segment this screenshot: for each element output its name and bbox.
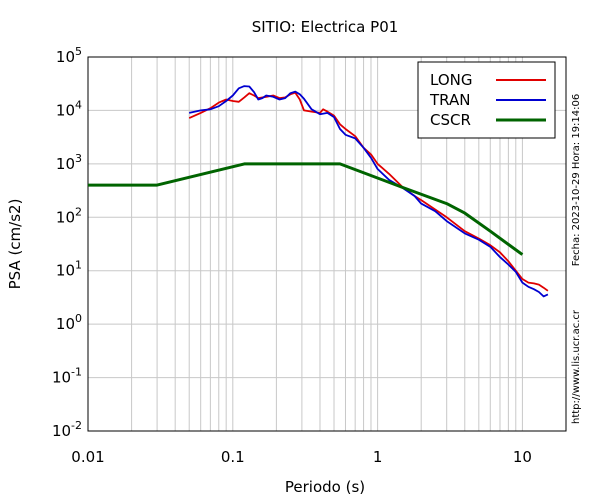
- source-url: http://www.lis.ucr.ac.cr: [571, 309, 582, 424]
- y-tick-label: 104: [56, 98, 82, 119]
- y-tick-label: 105: [56, 45, 82, 66]
- y-tick-label: 10-1: [52, 366, 82, 387]
- x-tick-label: 0.1: [221, 448, 245, 466]
- timestamp-label: Fecha: 2023-10-29 Hora: 19:14:06: [571, 94, 582, 267]
- series-layer: [88, 85, 549, 298]
- x-tick-labels: 0.01 0.1 1 10: [71, 448, 532, 466]
- x-tick-label: 0.01: [71, 448, 104, 466]
- series-line-tran: [189, 85, 549, 298]
- y-axis-label: PSA (cm/s2): [6, 199, 24, 290]
- legend-label-cscr: CSCR: [430, 111, 471, 129]
- legend-label-long: LONG: [430, 71, 472, 89]
- x-tick-label: 1: [373, 448, 383, 466]
- plot-frame: [87, 56, 567, 432]
- y-tick-label: 10-2: [52, 419, 82, 440]
- chart-title: SITIO: Electrica P01: [252, 18, 399, 36]
- x-axis-label: Periodo (s): [285, 478, 365, 496]
- series-line-long: [188, 91, 549, 292]
- y-tick-label: 101: [56, 259, 82, 280]
- legend: LONG TRAN CSCR: [417, 61, 556, 139]
- y-tick-label: 102: [56, 205, 82, 226]
- y-tick-label: 100: [56, 312, 82, 333]
- series-line-cscr: [88, 162, 524, 256]
- x-tick-label: 10: [513, 448, 532, 466]
- legend-label-tran: TRAN: [429, 91, 470, 109]
- y-tick-label: 103: [56, 152, 82, 173]
- y-tick-labels: 10-2 10-1 100 101 102 103 104 105: [52, 45, 82, 440]
